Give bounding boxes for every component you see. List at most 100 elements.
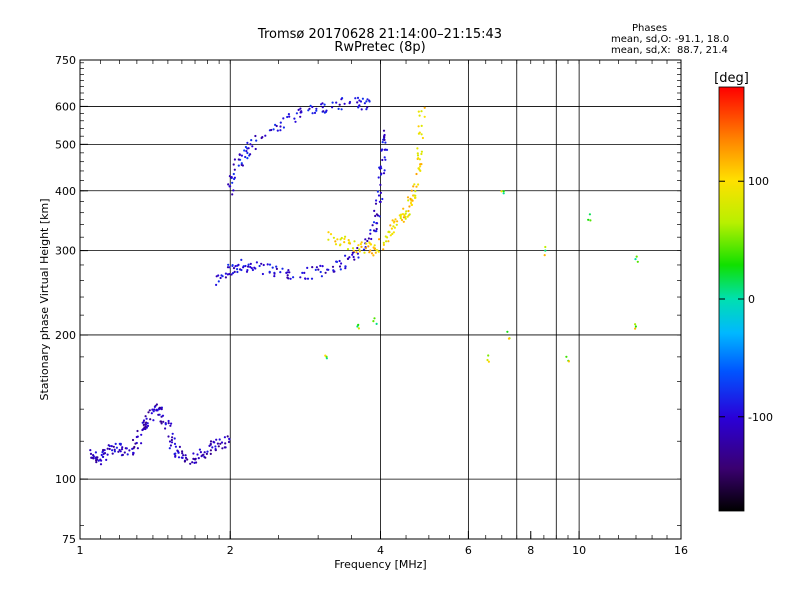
echo-point: [227, 263, 230, 266]
echo-point: [153, 405, 156, 408]
echo-point: [413, 196, 417, 199]
echo-point: [373, 244, 376, 247]
echo-point: [214, 445, 217, 448]
echo-point: [377, 176, 380, 179]
echo-point: [327, 238, 330, 241]
echo-point: [227, 440, 231, 444]
echo-point: [308, 107, 311, 110]
echo-point: [281, 267, 284, 270]
echo-point: [381, 141, 384, 144]
echo-point: [201, 454, 204, 457]
x-tick-label: 10: [572, 544, 586, 557]
echo-point: [152, 419, 155, 422]
echo-point: [250, 139, 253, 142]
echo-point: [347, 257, 350, 260]
echo-point: [390, 227, 393, 230]
echo-point: [311, 105, 314, 109]
echo-point: [236, 268, 239, 271]
echo-point: [261, 272, 264, 276]
echo-point: [189, 462, 192, 465]
echo-point: [199, 451, 202, 454]
echo-point: [357, 323, 360, 326]
x-tick-label: 1: [77, 544, 84, 557]
echo-point: [336, 238, 339, 241]
echo-point: [368, 241, 371, 244]
echo-point: [218, 438, 221, 441]
echo-point: [297, 108, 300, 111]
echo-point: [315, 107, 318, 110]
echo-point: [94, 451, 97, 454]
echo-point: [402, 207, 405, 210]
echo-point: [230, 176, 233, 179]
echo-point: [487, 354, 490, 357]
echo-point: [231, 264, 234, 267]
echo-point: [409, 197, 412, 200]
echo-point: [293, 117, 296, 120]
echo-point: [233, 270, 236, 273]
echo-point: [145, 417, 148, 420]
echo-point: [315, 109, 318, 112]
echo-point: [411, 199, 414, 202]
echo-point: [367, 245, 370, 248]
echo-point: [177, 451, 180, 454]
echo-point: [383, 156, 386, 159]
echo-point: [392, 231, 395, 234]
echo-point: [406, 196, 410, 199]
stats-heading: Phases: [632, 23, 668, 34]
echo-point: [367, 237, 370, 240]
echo-point: [102, 448, 105, 452]
echo-point: [376, 190, 379, 193]
echo-point: [209, 440, 213, 443]
echo-point: [384, 148, 387, 151]
echo-point: [173, 437, 176, 440]
echo-point: [410, 189, 413, 192]
echo-point: [355, 251, 358, 254]
echo-point: [378, 200, 381, 203]
echo-point: [358, 99, 361, 102]
echo-point: [372, 320, 375, 323]
x-tick-label: 2: [227, 544, 234, 557]
echo-point: [136, 429, 139, 433]
echo-point: [158, 406, 161, 409]
echo-point: [174, 445, 177, 448]
echo-point: [234, 265, 237, 268]
echo-point: [217, 445, 220, 448]
echo-point: [144, 415, 147, 418]
echo-point: [380, 172, 383, 175]
echo-point: [233, 158, 236, 161]
echo-point: [306, 266, 309, 269]
echo-point: [232, 189, 235, 192]
echo-point: [344, 267, 347, 270]
echo-point: [363, 102, 366, 105]
echo-point: [258, 264, 261, 268]
echo-point: [226, 435, 229, 438]
echo-point: [332, 269, 335, 272]
echo-point: [375, 230, 378, 233]
echo-point: [352, 255, 355, 259]
echo-point: [99, 463, 103, 466]
echo-point: [211, 446, 214, 449]
echo-point: [143, 426, 146, 429]
echo-point: [219, 442, 222, 445]
echo-point: [358, 104, 361, 107]
echo-point: [379, 167, 382, 170]
echo-point: [357, 244, 360, 247]
echo-point: [325, 109, 328, 112]
echo-point: [272, 128, 275, 131]
echo-point: [119, 442, 122, 445]
echo-point: [167, 419, 170, 423]
echo-point: [221, 275, 224, 278]
echo-point: [237, 164, 240, 167]
echo-point: [97, 459, 100, 462]
echo-point: [314, 268, 317, 271]
echo-point: [310, 277, 314, 280]
echo-point: [268, 263, 272, 266]
echo-point: [406, 215, 409, 218]
echo-point: [244, 145, 247, 149]
echo-point: [266, 263, 269, 266]
echo-point: [382, 248, 385, 251]
echo-point: [378, 238, 381, 241]
echo-point: [244, 155, 247, 159]
echo-point: [214, 448, 217, 451]
echo-point: [162, 420, 165, 423]
